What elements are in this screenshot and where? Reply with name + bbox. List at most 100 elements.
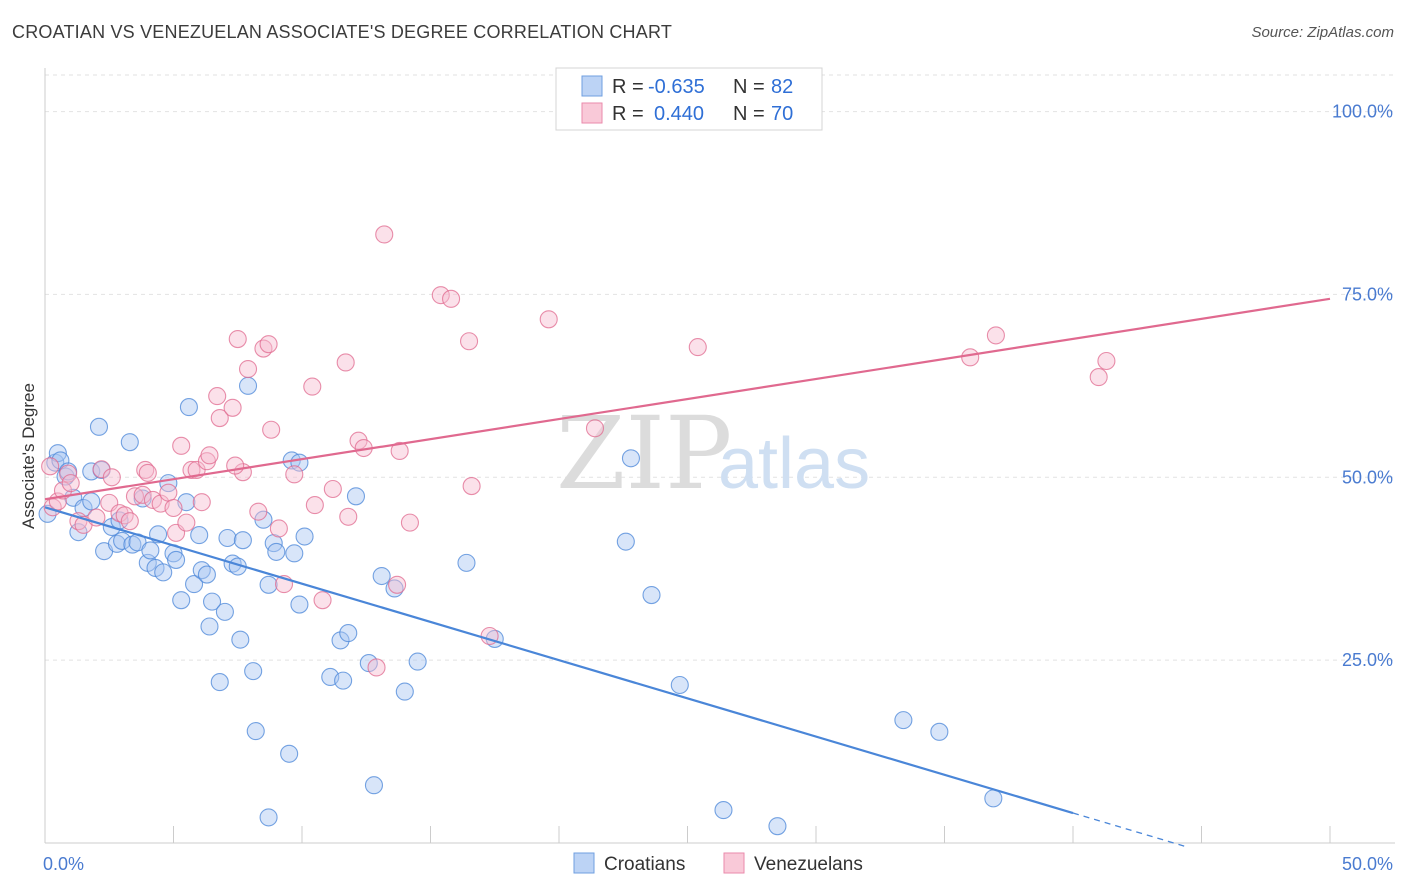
series-venezuelans <box>41 225 1116 677</box>
data-point <box>372 566 391 586</box>
axes <box>44 68 1395 844</box>
legend-r-value: -0.635 <box>648 76 705 98</box>
data-point <box>259 335 278 354</box>
legend-n-value: 70 <box>771 103 793 125</box>
data-point <box>894 711 913 730</box>
data-point <box>259 575 278 594</box>
data-points <box>38 225 1116 836</box>
data-point <box>621 449 641 468</box>
data-point <box>203 592 222 611</box>
data-point <box>688 338 707 357</box>
series-legend: Croatians Venezuelans <box>573 852 863 875</box>
legend-swatch-croatians <box>573 852 595 874</box>
data-point <box>172 436 191 455</box>
legend-n-label: N = <box>733 103 765 125</box>
data-point <box>249 502 268 521</box>
data-point <box>367 658 386 677</box>
data-point <box>431 286 450 305</box>
data-point <box>1097 351 1116 371</box>
data-point <box>133 485 152 504</box>
data-point <box>539 310 558 329</box>
data-point <box>259 808 278 827</box>
y-tick-label: 25.0% <box>1342 650 1393 670</box>
x-tick-label: 0.0% <box>43 854 84 874</box>
data-point <box>238 376 258 395</box>
data-point <box>269 519 288 538</box>
data-point <box>120 512 139 531</box>
data-point <box>313 591 332 610</box>
data-point <box>334 671 353 690</box>
data-point <box>961 348 980 367</box>
data-point <box>177 513 196 532</box>
series-croatians <box>38 376 1003 836</box>
data-point <box>197 565 216 584</box>
data-point <box>642 585 661 605</box>
data-point <box>210 673 229 692</box>
data-point <box>223 398 242 417</box>
data-point <box>138 463 157 482</box>
data-point <box>167 550 186 569</box>
data-point <box>1089 368 1108 387</box>
data-point <box>159 483 178 502</box>
data-point <box>185 575 204 594</box>
legend-n-value: 82 <box>771 76 793 98</box>
data-point <box>585 419 605 438</box>
data-point <box>457 553 476 572</box>
data-point <box>82 492 101 511</box>
data-point <box>228 329 247 349</box>
watermark: ZIP atlas <box>556 395 870 512</box>
trend-line-venezuelans <box>44 297 1331 501</box>
data-point <box>246 722 265 741</box>
watermark-atlas: atlas <box>718 424 870 504</box>
data-point <box>459 332 479 351</box>
data-point <box>339 624 358 643</box>
watermark-zip: ZIP <box>556 395 732 512</box>
legend-r-label: R = <box>612 76 644 98</box>
data-point <box>442 289 461 308</box>
legend-label-croatians: Croatians <box>604 854 685 875</box>
trend-lines <box>44 297 1331 849</box>
data-point <box>179 398 198 417</box>
data-point <box>113 531 132 550</box>
x-tick-labels: 0.0% 50.0% <box>43 854 1393 874</box>
data-point <box>89 417 109 436</box>
data-point <box>408 652 427 671</box>
y-tick-labels: 25.0% 50.0% 75.0% 100.0% <box>1332 102 1393 671</box>
data-point <box>244 662 263 681</box>
data-point <box>102 468 121 487</box>
legend-n-label: N = <box>733 76 765 98</box>
data-point <box>930 722 949 741</box>
legend-swatch-venezuelans <box>581 102 603 124</box>
data-point <box>215 602 234 621</box>
data-point <box>388 575 407 594</box>
data-point <box>125 487 144 506</box>
data-point <box>346 487 366 506</box>
data-point <box>986 326 1005 345</box>
data-point <box>364 776 384 795</box>
x-tick-label: 50.0% <box>1342 854 1393 874</box>
data-point <box>115 506 134 525</box>
data-point <box>285 465 304 484</box>
y-axis-label: Associate's Degree <box>19 383 38 529</box>
data-point <box>331 631 350 650</box>
data-point <box>285 544 304 563</box>
data-point <box>262 420 281 439</box>
y-tick-label: 100.0% <box>1332 102 1393 122</box>
data-point <box>616 532 635 551</box>
data-point <box>375 225 394 244</box>
chart-title: CROATIAN VS VENEZUELAN ASSOCIATE'S DEGRE… <box>12 22 673 42</box>
data-point <box>218 528 237 548</box>
data-point <box>303 377 322 396</box>
data-point <box>714 801 733 820</box>
data-point <box>390 441 409 461</box>
data-point <box>231 630 250 649</box>
data-point <box>267 542 286 561</box>
trend-line-extension <box>1072 812 1189 849</box>
legend-r-label: R = <box>612 103 644 125</box>
data-point <box>182 460 201 480</box>
legend-r-value: 0.440 <box>654 103 704 125</box>
data-point <box>336 353 355 372</box>
data-point <box>172 591 191 610</box>
legend-swatch-croatians <box>581 75 603 97</box>
data-point <box>208 387 227 406</box>
